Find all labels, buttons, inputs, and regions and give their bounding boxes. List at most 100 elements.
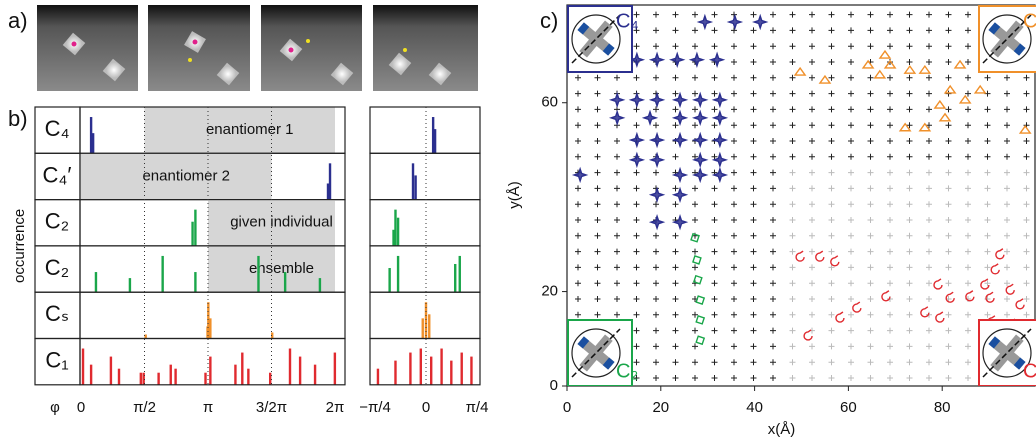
lattice-site [868,154,874,160]
lattice-site [809,106,815,112]
molecule-marker [1020,126,1030,133]
lattice-site [965,106,971,112]
lattice-site [887,75,893,81]
row-label: C₄ [45,116,70,141]
lattice-site [868,43,874,49]
lattice-site [770,217,776,223]
y-tick-label: 60 [541,94,558,111]
lattice-site [673,312,679,318]
lattice-site [907,106,913,112]
lattice-site [790,201,796,207]
molecule-marker [711,54,723,66]
lattice-site [887,280,893,286]
lattice-site [575,201,581,207]
lattice-site [692,201,698,207]
lattice-site [712,106,718,112]
lattice-site [809,185,815,191]
molecule-marker [611,94,623,106]
lattice-site [887,264,893,270]
molecule-marker [696,296,704,304]
lattice-site [575,280,581,286]
lattice-site [868,201,874,207]
lattice-site [848,170,854,176]
lattice-site [848,138,854,144]
lattice-site [1024,106,1030,112]
lattice-site [809,296,815,302]
histogram-bar [428,314,430,338]
lattice-site [751,312,757,318]
histogram-bar [459,256,461,292]
lattice-site [926,233,932,239]
lattice-site [692,75,698,81]
lattice-site [809,59,815,65]
lattice-site [946,280,952,286]
lattice-site [673,280,679,286]
lattice-site [848,249,854,255]
lattice-site [965,185,971,191]
x-tick-label: π/2 [133,399,156,416]
lattice-site [848,75,854,81]
histogram-bar [95,272,97,292]
lattice-site [926,91,932,97]
molecule-marker [921,307,929,317]
molecule-marker [946,292,954,302]
legend-label: C₂ [616,360,638,382]
lattice-site [790,264,796,270]
lattice-site [848,91,854,97]
lattice-site [790,138,796,144]
histogram-bar [289,349,291,385]
lattice-site [673,375,679,381]
lattice-site [868,328,874,334]
lattice-site [731,201,737,207]
lattice-site [887,312,893,318]
lattice-site [653,170,659,176]
molecule-marker [905,66,915,73]
molecule-marker [754,16,766,28]
lattice-site [887,217,893,223]
lattice-site [1004,280,1010,286]
lattice-site [751,359,757,365]
lattice-site [1024,75,1030,81]
lattice-site [809,264,815,270]
molecule-marker [875,71,885,78]
histogram-bar [409,353,411,385]
lattice-site [751,27,757,33]
lattice-site [848,343,854,349]
lattice-site [751,343,757,349]
lattice-site [770,12,776,18]
lattice-site [809,343,815,349]
molecule-marker [996,249,1004,259]
molecule-marker [795,68,805,75]
lattice-site [731,359,737,365]
histogram-bar [334,353,336,385]
lattice-site [848,296,854,302]
histogram-bar [397,218,399,246]
lattice-site [595,75,601,81]
lattice-site [595,233,601,239]
molecule-marker [631,134,643,146]
lattice-site [770,359,776,365]
lattice-site [965,233,971,239]
lattice-site [829,233,835,239]
lattice-site [868,170,874,176]
lattice-site [907,343,913,349]
histogram-bar [234,365,236,385]
lattice-site [829,170,835,176]
lattice-site [809,27,815,33]
x-axis-label: φ [50,399,60,416]
lattice-site [809,43,815,49]
lattice-site [907,249,913,255]
lattice-site [848,280,854,286]
panel-label: c) [540,8,558,33]
x-tick-label: 0 [563,399,571,416]
lattice-site [595,91,601,97]
histogram-bar [129,278,131,292]
lattice-site [926,75,932,81]
lattice-site [829,312,835,318]
lattice-site [829,106,835,112]
row-frame [370,246,480,292]
lattice-site [790,59,796,65]
lattice-site [848,328,854,334]
lattice-site [653,12,659,18]
lattice-site [712,359,718,365]
